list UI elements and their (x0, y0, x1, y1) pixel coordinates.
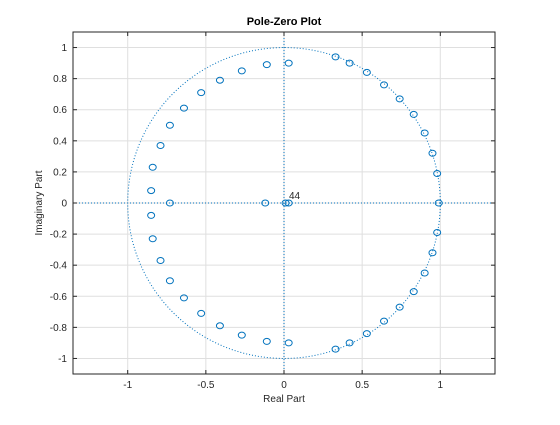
zero-marker (262, 337, 271, 345)
zero-marker (331, 345, 340, 353)
zero-marker (433, 229, 442, 237)
zero-marker (262, 61, 271, 69)
zero-marker (156, 257, 165, 265)
zero-marker (179, 104, 188, 112)
y-tick-label: -0.2 (50, 230, 68, 241)
zero-marker (395, 303, 404, 311)
zero-marker (284, 199, 293, 207)
y-tick-label: -0.8 (50, 323, 68, 334)
x-tick-label: 0 (281, 380, 287, 391)
zero-marker (261, 199, 270, 207)
zero-marker (197, 89, 206, 97)
zero-marker (395, 95, 404, 103)
zero-marker (165, 199, 174, 207)
zero-marker (237, 331, 246, 339)
zero-marker (284, 59, 293, 67)
zero-marker (215, 322, 224, 330)
y-tick-label: -0.4 (50, 261, 68, 272)
zero-marker (156, 141, 165, 149)
y-axis-label: Imaginary Part (34, 170, 45, 235)
zero-marker (284, 339, 293, 347)
zero-marker (380, 317, 389, 325)
zero-marker (420, 129, 429, 137)
zero-marker (362, 330, 371, 338)
zero-marker (380, 81, 389, 89)
x-tick-label: -1 (123, 380, 132, 391)
chart-title: Pole-Zero Plot (247, 16, 322, 28)
tick-layer: -1 -0.5 0 0.5 1 -1 -0.8 -0.6 -0.4 -0.2 0 0.2 0.4 0.6 0… (50, 32, 495, 391)
zero-marker (237, 67, 246, 75)
zero-marker (434, 199, 443, 207)
zero-marker (331, 53, 340, 61)
y-tick-label: 1 (61, 43, 67, 54)
x-tick-label: 0.5 (355, 380, 369, 391)
zero-marker (148, 163, 157, 171)
zero-marker (165, 121, 174, 129)
y-tick-label: -0.6 (50, 292, 68, 303)
zero-marker (215, 76, 224, 84)
y-tick-label: 0 (61, 199, 67, 210)
zero-marker (428, 249, 437, 257)
x-axis-label: Real Part (263, 394, 305, 405)
zero-marker (165, 277, 174, 285)
zero-marker (179, 294, 188, 302)
guide-layer (73, 32, 495, 374)
zero-marker (345, 339, 354, 347)
zero-marker (433, 169, 442, 177)
zero-marker (409, 288, 418, 296)
zero-marker (362, 68, 371, 76)
zero-marker (147, 211, 156, 219)
x-tick-label: -0.5 (197, 380, 215, 391)
zero-marker (197, 309, 206, 317)
pole-multiplicity-label: 44 (289, 191, 301, 202)
zero-marker (420, 269, 429, 277)
points-layer (147, 53, 443, 353)
y-tick-label: 0.8 (53, 74, 67, 85)
zero-marker (148, 235, 157, 243)
y-tick-label: 0.4 (53, 136, 67, 147)
y-tick-label: 0.6 (53, 105, 67, 116)
zero-marker (147, 187, 156, 195)
zero-marker (428, 149, 437, 157)
x-tick-label: 1 (438, 380, 444, 391)
zero-marker (409, 110, 418, 118)
zero-marker (281, 199, 290, 207)
zero-marker (345, 59, 354, 67)
y-tick-label: 0.2 (53, 167, 67, 178)
y-tick-label: -1 (58, 354, 67, 365)
